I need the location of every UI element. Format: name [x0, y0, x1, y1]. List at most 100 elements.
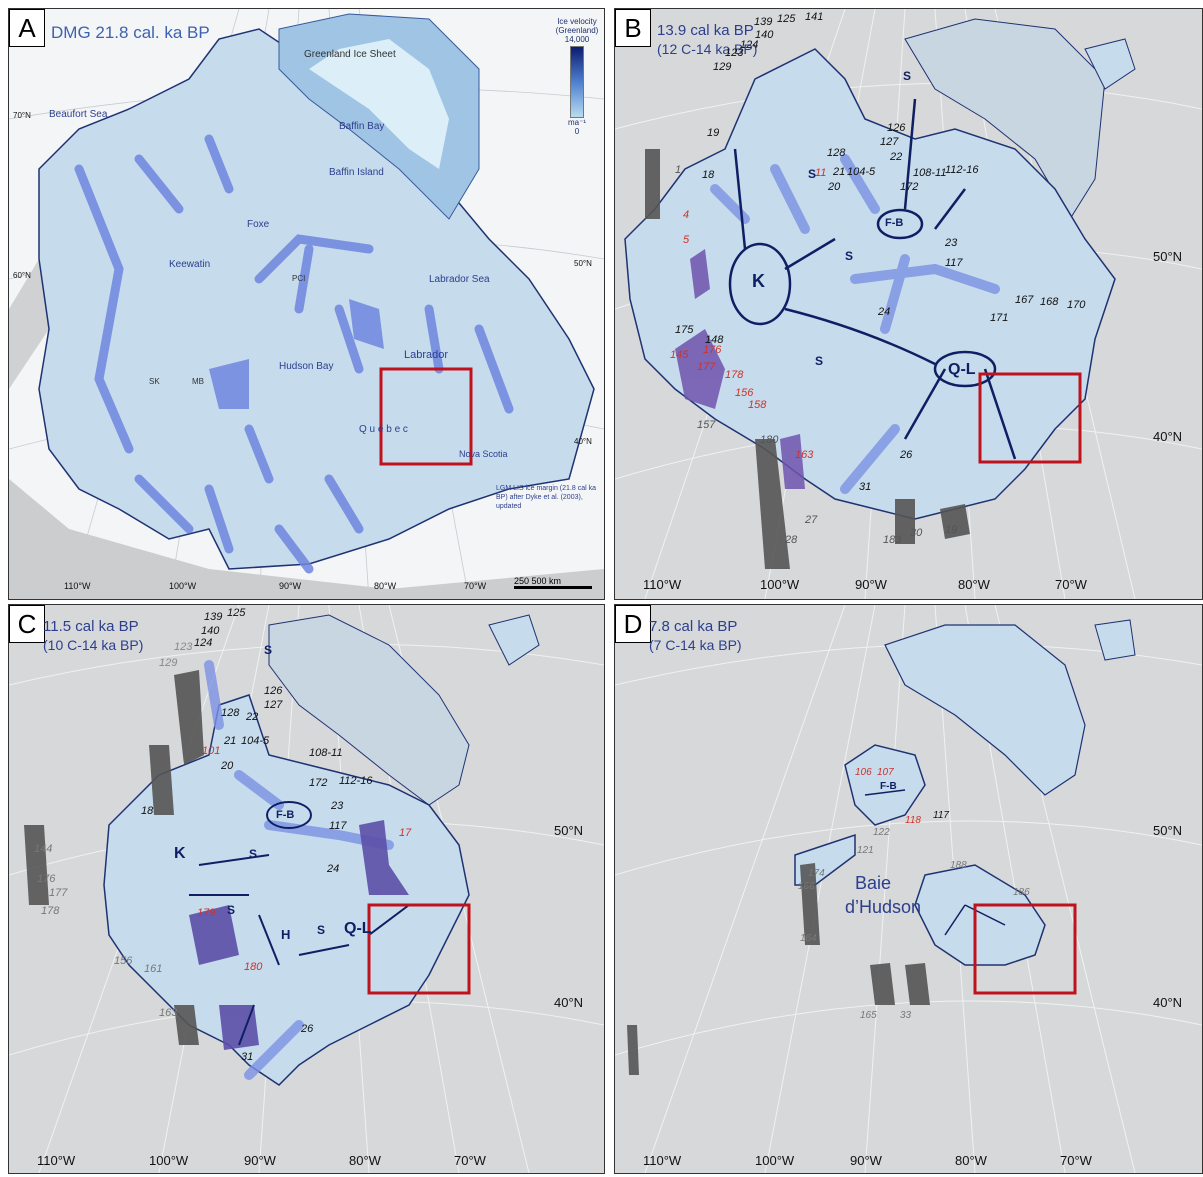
- site-number: 18: [141, 805, 154, 817]
- lon-label: 110°W: [37, 1153, 76, 1168]
- panel-b-title: 13.9 cal ka BP (12 C-14 ka BP): [657, 21, 757, 59]
- site-number: 139: [754, 16, 773, 28]
- place-label: Beaufort Sea: [49, 109, 108, 120]
- site-number: 22: [246, 711, 259, 723]
- site-number: 125: [227, 607, 246, 619]
- site-number: 18: [702, 169, 715, 181]
- site-number: 186: [1013, 887, 1030, 898]
- site-number: 141: [805, 11, 824, 23]
- panel-b-map-graphic: [615, 9, 1202, 599]
- site-number-red: 11: [815, 167, 827, 179]
- site-number: 121: [857, 845, 874, 856]
- lat-label: 50°N: [554, 823, 584, 838]
- site-number: 112-16: [945, 164, 979, 176]
- site-number: 140: [755, 29, 774, 41]
- study-area-box: [973, 903, 1077, 995]
- saddle-label: S: [317, 923, 326, 937]
- place-label: PCI: [292, 274, 306, 283]
- ice-velocity-legend: Ice velocity (Greenland) 14,000 ma⁻¹ 0: [549, 17, 604, 136]
- site-number-red: 158: [748, 399, 767, 411]
- site-number-red: 179: [197, 907, 216, 919]
- site-number: 128: [827, 147, 846, 159]
- saddle-label: S: [903, 69, 912, 83]
- lat-label: 40°N: [574, 437, 592, 446]
- ice-margin-note: LGM LIS ice margin (21.8 cal ka BP) afte…: [496, 485, 596, 510]
- saddle-label: S: [815, 354, 824, 368]
- site-number: 172: [900, 181, 919, 193]
- site-number: 123: [725, 47, 744, 59]
- site-number: 33: [900, 1010, 912, 1021]
- hudson-bay-label-line2: d’Hudson: [845, 897, 922, 917]
- greenland-ice-sheet: [884, 624, 1086, 796]
- site-number-red: 180: [244, 961, 263, 973]
- lat-label: 40°N: [554, 995, 584, 1010]
- study-area-box: [367, 903, 471, 995]
- site-number: 174: [808, 868, 825, 879]
- site-number-grey: 27: [805, 514, 818, 526]
- site-number: 117: [945, 257, 963, 269]
- scale-bar: 250 500 km: [514, 576, 602, 592]
- lon-label: 80°W: [374, 581, 397, 591]
- site-number: 21: [224, 735, 237, 747]
- site-number-red: 4: [683, 209, 690, 221]
- place-label: Keewatin: [169, 259, 211, 270]
- site-number: 21: [833, 166, 846, 178]
- lon-label: 90°W: [855, 577, 887, 592]
- site-number-grey: 157: [697, 419, 716, 431]
- site-number: 26: [900, 449, 913, 461]
- dome-label-ql: Q-L: [948, 361, 976, 378]
- quebec-labrador-ice: [914, 864, 1046, 966]
- site-number: 24: [878, 306, 891, 318]
- lat-label: 50°N: [1153, 823, 1183, 838]
- lon-label: 70°W: [464, 581, 487, 591]
- panel-b-map: B 13.9 cal ka BP (12 C-14 ka BP) K F-B Q…: [614, 8, 1203, 600]
- dome-label-k: K: [174, 845, 186, 862]
- place-label: Greenland Ice Sheet: [304, 49, 396, 60]
- panel-c-tag: C: [9, 605, 45, 643]
- dome-label-fb: F-B: [276, 809, 295, 821]
- site-number: 104-5: [847, 166, 876, 178]
- panel-a-title: DMG 21.8 cal. ka BP: [51, 23, 210, 42]
- site-number: 104-5: [241, 735, 270, 747]
- lon-label: 110°W: [643, 1153, 682, 1168]
- lon-label: 100°W: [169, 581, 197, 591]
- lat-label: 40°N: [1153, 995, 1183, 1010]
- site-number-red: 118: [905, 815, 921, 826]
- site-number: 122: [873, 827, 890, 838]
- lon-label: 70°W: [1055, 577, 1087, 592]
- lon-label: 110°W: [64, 581, 91, 591]
- site-number: 22: [890, 151, 903, 163]
- lon-label: 70°W: [454, 1153, 486, 1168]
- site-number: 148: [705, 334, 724, 346]
- site-number: 108-11: [913, 167, 947, 179]
- site-number: 172: [309, 777, 328, 789]
- lat-label: 50°N: [1153, 249, 1183, 264]
- panel-c-title-line2: (10 C-14 ka BP): [43, 637, 144, 653]
- site-number: 123: [174, 641, 193, 653]
- panel-d-title-line2: (7 C-14 ka BP): [649, 637, 742, 653]
- site-number-grey: 177: [49, 887, 68, 899]
- foxe-basin-ice: [844, 744, 926, 826]
- site-number-grey: 178: [41, 905, 60, 917]
- ice-sheet-extent: [38, 28, 595, 570]
- panel-d-tag: D: [615, 605, 651, 643]
- study-area-box: [379, 367, 473, 466]
- lon-label: 90°W: [850, 1153, 882, 1168]
- panel-c-map-graphic: [9, 605, 604, 1173]
- site-number: 19: [707, 127, 720, 139]
- site-number: 127: [880, 136, 899, 148]
- site-number: 129: [713, 61, 732, 73]
- site-number: 23: [331, 800, 344, 812]
- site-number: 139: [204, 611, 223, 623]
- site-number-grey: 163: [159, 1007, 178, 1019]
- lon-label: 70°W: [1060, 1153, 1092, 1168]
- site-number: 20: [828, 181, 841, 193]
- site-number: 31: [859, 481, 872, 493]
- site-number: 24: [327, 863, 340, 875]
- dome-label-k: K: [752, 271, 765, 291]
- dome-label-ql: Q-L: [344, 920, 372, 937]
- hudson-bay-label-line1: Baie: [855, 873, 892, 893]
- site-number: 108-11: [309, 747, 343, 759]
- place-label: Hudson Bay: [279, 361, 334, 372]
- saddle-label: S: [264, 643, 273, 657]
